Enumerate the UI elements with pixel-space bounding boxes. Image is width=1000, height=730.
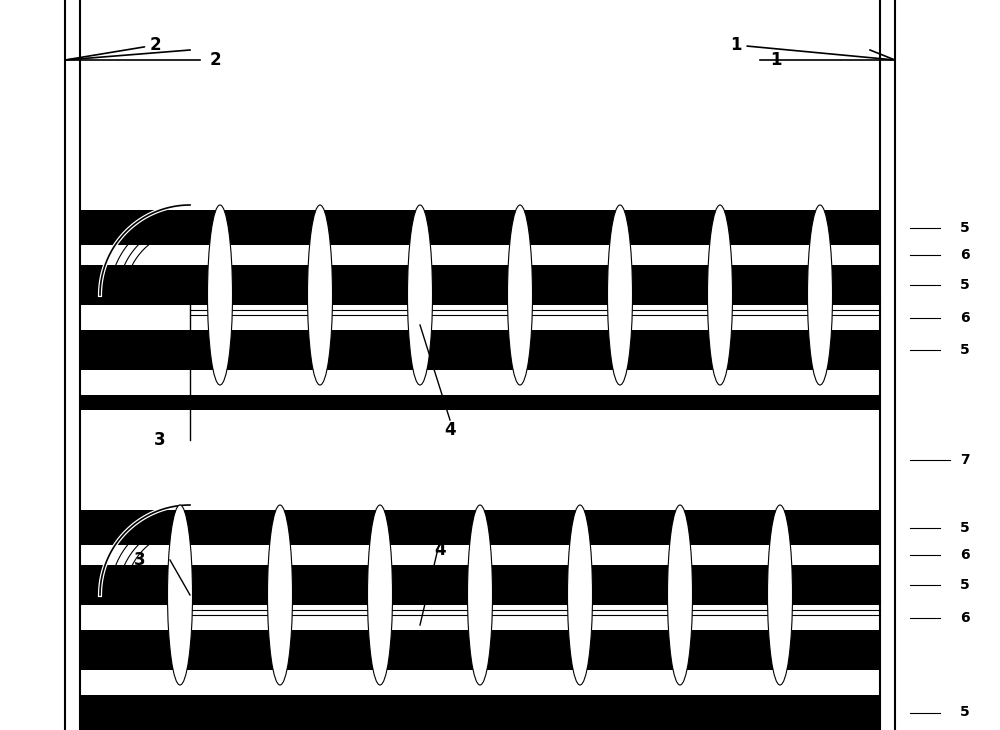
Text: 5: 5 bbox=[960, 705, 970, 720]
Bar bbox=[80, 605, 880, 630]
Bar bbox=[80, 695, 880, 730]
Ellipse shape bbox=[708, 205, 732, 385]
Text: 1: 1 bbox=[730, 36, 892, 60]
Bar bbox=[80, 395, 880, 410]
Text: 1: 1 bbox=[770, 51, 782, 69]
Text: 5: 5 bbox=[960, 520, 970, 534]
Bar bbox=[80, 330, 880, 370]
Ellipse shape bbox=[568, 505, 592, 685]
Text: 6: 6 bbox=[960, 248, 970, 262]
Ellipse shape bbox=[468, 505, 492, 685]
Ellipse shape bbox=[668, 505, 692, 685]
Text: 3: 3 bbox=[134, 551, 146, 569]
Text: 5: 5 bbox=[960, 278, 970, 292]
Text: 3: 3 bbox=[154, 431, 166, 449]
Ellipse shape bbox=[768, 505, 792, 685]
Text: 4: 4 bbox=[434, 541, 446, 559]
Bar bbox=[80, 305, 880, 330]
Ellipse shape bbox=[208, 205, 232, 385]
Text: 2: 2 bbox=[68, 36, 162, 60]
Text: 5: 5 bbox=[960, 578, 970, 592]
Ellipse shape bbox=[308, 205, 332, 385]
Text: 6: 6 bbox=[960, 310, 970, 325]
Bar bbox=[80, 245, 880, 265]
Ellipse shape bbox=[368, 505, 392, 685]
Bar bbox=[80, 670, 880, 695]
Bar bbox=[80, 545, 880, 565]
Ellipse shape bbox=[408, 205, 432, 385]
Ellipse shape bbox=[608, 205, 633, 385]
Ellipse shape bbox=[268, 505, 292, 685]
Text: 2: 2 bbox=[210, 51, 222, 69]
Text: 5: 5 bbox=[960, 343, 970, 357]
Text: 6: 6 bbox=[960, 548, 970, 562]
Text: 5: 5 bbox=[960, 220, 970, 234]
Text: 4: 4 bbox=[444, 421, 456, 439]
Ellipse shape bbox=[808, 205, 832, 385]
Bar bbox=[80, 510, 880, 545]
Ellipse shape bbox=[168, 505, 192, 685]
Bar bbox=[80, 565, 880, 605]
Bar bbox=[80, 630, 880, 670]
Bar bbox=[80, 210, 880, 245]
Text: 6: 6 bbox=[960, 610, 970, 624]
Text: 7: 7 bbox=[960, 453, 970, 467]
Bar bbox=[80, 265, 880, 305]
Ellipse shape bbox=[508, 205, 532, 385]
Bar bbox=[80, 370, 880, 395]
